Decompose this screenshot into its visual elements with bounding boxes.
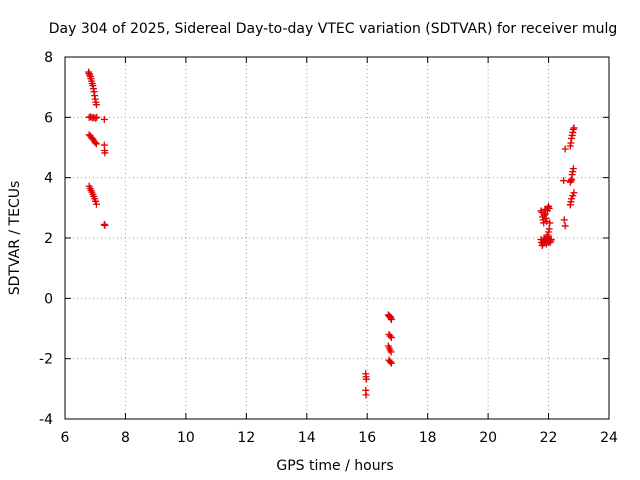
data-point-marker — [547, 236, 555, 244]
y-tick-label: 0 — [44, 291, 53, 307]
data-point-marker — [570, 124, 578, 132]
data-point-marker — [540, 219, 548, 227]
y-tick-label: -4 — [39, 412, 53, 428]
y-tick-label: 8 — [44, 50, 53, 66]
y-tick-label: -2 — [39, 352, 53, 368]
data-point-marker — [570, 189, 578, 197]
x-tick-label: 22 — [540, 430, 558, 446]
y-axis-label: SDTVAR / TECUs — [7, 181, 23, 296]
y-tick-labels: -4 -2 0 2 4 6 8 — [39, 50, 53, 428]
data-point-marker — [569, 192, 577, 200]
data-point-marker — [101, 149, 109, 157]
data-point-marker — [362, 391, 370, 399]
x-tick-label: 6 — [61, 430, 70, 446]
x-tick-label: 16 — [358, 430, 376, 446]
data-point-marker — [387, 315, 395, 323]
data-point-marker — [386, 332, 394, 340]
y-tick-label: 4 — [44, 171, 53, 187]
data-point-marker — [560, 216, 568, 224]
data-point-marker — [561, 222, 569, 230]
data-point-marker — [101, 221, 109, 229]
y-tick-label: 2 — [44, 231, 53, 247]
x-tick-label: 8 — [121, 430, 130, 446]
data-point-marker — [561, 145, 569, 153]
data-point-marker — [91, 114, 99, 122]
data-point-marker — [387, 359, 395, 367]
x-axis-label: GPS time / hours — [276, 458, 393, 474]
data-point-marker — [93, 113, 101, 121]
data-point-marker — [100, 115, 108, 123]
data-point-marker — [387, 334, 395, 342]
x-tick-label: 18 — [419, 430, 437, 446]
data-point-marker — [537, 207, 545, 215]
data-point-marker — [545, 204, 553, 212]
data-point-marker — [543, 217, 551, 225]
x-tick-label: 14 — [298, 430, 316, 446]
data-point-marker — [92, 101, 100, 109]
data-point-marker — [568, 195, 576, 203]
data-point-marker — [569, 165, 577, 173]
data-points — [85, 68, 578, 399]
x-tick-label: 24 — [600, 430, 618, 446]
data-point-marker — [362, 375, 370, 383]
chart-title: Day 304 of 2025, Sidereal Day-to-day VTE… — [49, 21, 618, 37]
data-point-marker — [92, 200, 100, 208]
data-point-marker — [546, 219, 554, 227]
axis-ticks — [64, 56, 610, 420]
data-point-marker — [91, 139, 99, 147]
grid-lines — [65, 57, 609, 419]
data-point-marker — [386, 358, 394, 366]
data-point-marker — [560, 177, 568, 185]
x-tick-labels: 6 8 10 12 14 16 18 20 22 24 — [61, 430, 618, 446]
x-tick-label: 12 — [237, 430, 255, 446]
x-tick-label: 20 — [479, 430, 497, 446]
data-point-marker — [92, 140, 100, 148]
y-tick-label: 6 — [44, 110, 53, 126]
data-point-marker — [92, 197, 100, 205]
data-point-marker — [387, 348, 395, 356]
x-tick-label: 10 — [177, 430, 195, 446]
